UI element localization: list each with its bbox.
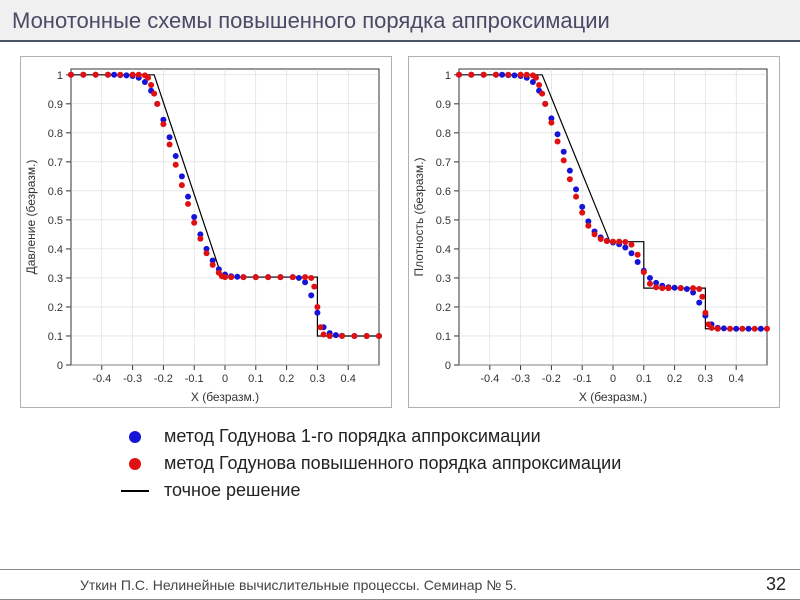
legend-marker-2 [121,490,149,492]
svg-text:0.6: 0.6 [436,186,451,198]
legend-row-red: метод Годунова повышенного порядка аппро… [120,453,800,474]
svg-text:0.3: 0.3 [698,373,713,385]
svg-text:1: 1 [445,70,451,82]
legend-marker-1 [129,458,141,470]
svg-text:0: 0 [445,360,451,372]
svg-text:0.8: 0.8 [436,128,451,140]
slide: Монотонные схемы повышенного порядка апп… [0,0,800,600]
svg-text:X (безразм.): X (безразм.) [191,390,259,404]
svg-text:-0.2: -0.2 [542,373,561,385]
svg-text:0.3: 0.3 [310,373,325,385]
chart-pressure: -0.4 -0.3 -0.2 -0.1 0 0.1 0.2 0.3 0.4 0 0.1 0.2 0.3 0… [20,56,392,408]
svg-text:0.4: 0.4 [341,373,356,385]
svg-text:0.4: 0.4 [436,244,451,256]
svg-text:-0.3: -0.3 [511,373,530,385]
legend-marker-0 [129,431,141,443]
svg-text:-0.4: -0.4 [480,373,499,385]
line-icon [120,490,150,492]
svg-text:0.1: 0.1 [48,331,63,343]
svg-text:0.3: 0.3 [48,273,63,285]
svg-text:0.3: 0.3 [436,273,451,285]
svg-text:0.9: 0.9 [48,99,63,111]
svg-text:0.6: 0.6 [48,186,63,198]
svg-text:0: 0 [222,373,228,385]
svg-text:0: 0 [57,360,63,372]
blue-dot-icon [120,431,150,443]
legend-label-1: метод Годунова повышенного порядка аппро… [164,453,621,474]
footer-text: Уткин П.С. Нелинейные вычислительные про… [80,577,517,593]
chart-pressure-svg: -0.4 -0.3 -0.2 -0.1 0 0.1 0.2 0.3 0.4 0 0.1 0.2 0.3 0… [21,57,391,407]
legend-label-2: точное решение [164,480,300,501]
svg-text:0.2: 0.2 [667,373,682,385]
svg-text:0.2: 0.2 [48,302,63,314]
svg-text:0.1: 0.1 [248,373,263,385]
svg-text:0.5: 0.5 [48,215,63,227]
svg-text:0.9: 0.9 [436,99,451,111]
red-dot-icon [120,458,150,470]
svg-text:1: 1 [57,70,63,82]
svg-text:-0.3: -0.3 [123,373,142,385]
svg-text:-0.2: -0.2 [154,373,173,385]
svg-text:0.2: 0.2 [279,373,294,385]
svg-text:0.2: 0.2 [436,302,451,314]
svg-text:-0.4: -0.4 [92,373,111,385]
chart-density: -0.4 -0.3 -0.2 -0.1 0 0.1 0.2 0.3 0.4 0 0.1 0.2 0.3 0… [408,56,780,408]
svg-text:0.1: 0.1 [436,331,451,343]
charts-row: -0.4 -0.3 -0.2 -0.1 0 0.1 0.2 0.3 0.4 0 0.1 0.2 0.3 0… [0,42,800,412]
legend-label-0: метод Годунова 1-го порядка аппроксимаци… [164,426,541,447]
legend-row-line: точное решение [120,480,800,501]
svg-text:0: 0 [610,373,616,385]
svg-text:-0.1: -0.1 [185,373,204,385]
svg-text:0.1: 0.1 [636,373,651,385]
svg-text:X (безразм.): X (безразм.) [579,390,647,404]
chart-density-svg: -0.4 -0.3 -0.2 -0.1 0 0.1 0.2 0.3 0.4 0 0.1 0.2 0.3 0… [409,57,779,407]
svg-text:Плотность (безразм.): Плотность (безразм.) [412,158,426,277]
svg-text:-0.1: -0.1 [573,373,592,385]
page-number: 32 [766,574,786,595]
svg-text:0.4: 0.4 [48,244,63,256]
svg-text:0.4: 0.4 [729,373,744,385]
svg-text:Давление (безразм.): Давление (безразм.) [24,160,38,275]
svg-text:0.7: 0.7 [48,157,63,169]
legend-row-blue: метод Годунова 1-го порядка аппроксимаци… [120,426,800,447]
svg-text:0.7: 0.7 [436,157,451,169]
legend: метод Годунова 1-го порядка аппроксимаци… [120,426,800,501]
footer: Уткин П.С. Нелинейные вычислительные про… [0,569,800,600]
slide-title: Монотонные схемы повышенного порядка апп… [0,0,800,42]
svg-text:0.5: 0.5 [436,215,451,227]
svg-text:0.8: 0.8 [48,128,63,140]
